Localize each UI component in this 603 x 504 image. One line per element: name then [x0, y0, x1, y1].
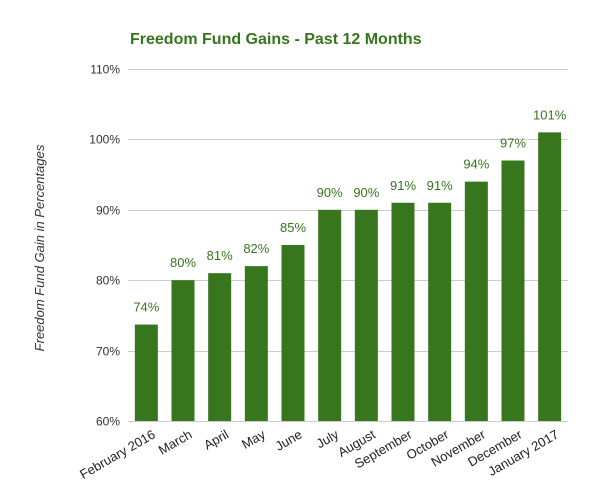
bar-2: [208, 273, 232, 421]
data-label: 85%: [280, 220, 306, 235]
data-label: 90%: [317, 185, 343, 200]
bar-4: [281, 245, 305, 421]
bar-6: [354, 209, 378, 421]
data-labels: 74% 80% 81% 82% 85% 90% 90% 91% 91% 94% 97% 101%: [133, 107, 566, 314]
bar-10: [501, 160, 525, 421]
y-tick-label: 60%: [96, 415, 120, 429]
data-label: 80%: [170, 255, 196, 270]
y-tick-label: 80%: [96, 274, 120, 288]
data-label: 91%: [427, 178, 453, 193]
bar-5: [318, 209, 342, 421]
data-label: 91%: [390, 178, 416, 193]
data-label: 82%: [243, 241, 269, 256]
data-label: 74%: [133, 300, 159, 315]
gridlines: [128, 69, 568, 422]
bar-9: [464, 181, 488, 421]
data-label: 101%: [533, 107, 567, 122]
data-label: 94%: [463, 157, 489, 172]
x-tick-label: April: [201, 427, 231, 453]
y-tick-label: 70%: [96, 345, 120, 359]
y-tick-label: 90%: [96, 204, 120, 218]
data-label: 90%: [353, 185, 379, 200]
x-tick-label: February 2016: [77, 427, 158, 482]
bar-7: [391, 202, 415, 421]
bars: [134, 132, 562, 422]
bar-0: [134, 324, 158, 421]
data-label: 97%: [500, 136, 526, 151]
data-label: 81%: [207, 248, 233, 263]
x-tick-label: May: [239, 426, 268, 452]
y-tick-label: 100%: [89, 133, 120, 147]
x-tick-label: June: [273, 427, 305, 454]
y-tick-label: 110%: [90, 63, 120, 77]
bar-8: [428, 202, 452, 421]
bar-11: [538, 132, 562, 422]
chart-title: Freedom Fund Gains - Past 12 Months: [130, 31, 422, 48]
y-axis-ticks: 60% 70% 80% 90% 100% 110%: [89, 63, 120, 429]
bar-1: [171, 280, 195, 421]
bar-3: [244, 266, 268, 421]
y-axis-label: Freedom Fund Gain in Percentages: [32, 144, 47, 351]
x-tick-label: March: [156, 427, 195, 458]
